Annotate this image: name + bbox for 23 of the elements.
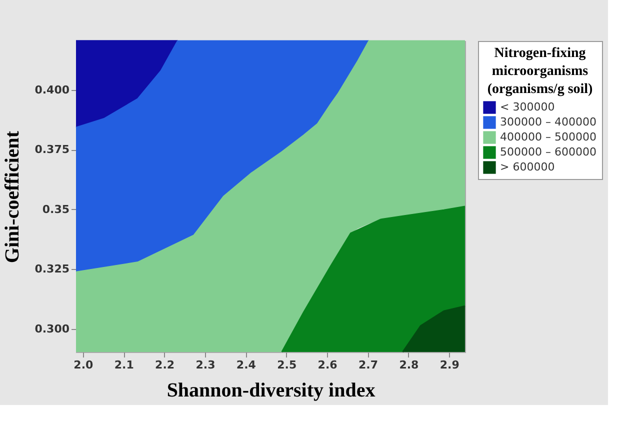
legend-label: > 600000 [500, 160, 555, 174]
x-tick-label: 2.2 [155, 358, 175, 372]
legend-label: < 300000 [500, 100, 555, 114]
x-tick-label: 2.6 [318, 358, 338, 372]
x-tick-label: 2.9 [440, 358, 460, 372]
y-tick-label: 0.375 [34, 143, 70, 156]
legend-label: 400000 – 500000 [500, 130, 596, 144]
legend-label: 300000 – 400000 [500, 116, 596, 128]
x-tick-label: 2.3 [196, 358, 216, 372]
y-tick-label: 0.35 [42, 202, 70, 216]
legend-title: Nitrogen-fixing microorganisms (organisms/g soil) [487, 46, 594, 97]
x-tick-label: 2.1 [114, 358, 134, 372]
x-axis-title: Shannon-diversity index [166, 380, 376, 402]
x-tick-label: 2.7 [358, 358, 378, 372]
x-tick-label: 2.0 [74, 358, 94, 372]
y-axis-title: Gini-coefficient [2, 130, 24, 264]
y-tick-label: 0.300 [34, 322, 70, 336]
y-tick-label: 0.400 [34, 83, 70, 96]
x-tick-label: 2.4 [236, 358, 256, 372]
x-tick-label: 2.5 [277, 358, 297, 372]
x-tick-label: 2.8 [399, 358, 419, 372]
y-tick-label: 0.325 [34, 262, 70, 276]
legend-label: 500000 – 600000 [500, 146, 596, 158]
